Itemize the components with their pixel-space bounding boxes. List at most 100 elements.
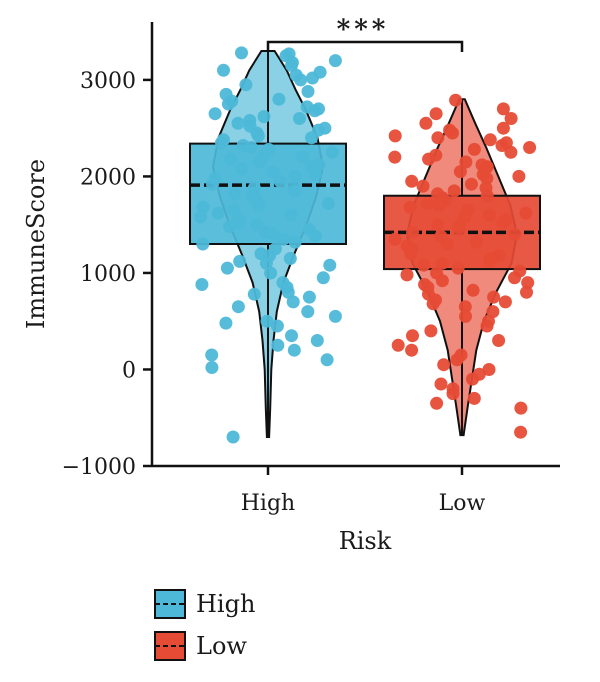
point-low xyxy=(452,223,466,236)
point-high xyxy=(323,258,337,272)
point-high xyxy=(288,184,302,198)
point-high xyxy=(235,162,249,176)
point-low xyxy=(416,179,430,193)
point-high xyxy=(310,334,324,347)
point-low xyxy=(521,276,535,290)
point-high xyxy=(211,206,225,220)
points-layer xyxy=(194,46,537,444)
point-low xyxy=(482,363,496,376)
point-low xyxy=(467,391,481,405)
point-low xyxy=(483,254,497,268)
point-low xyxy=(459,155,473,169)
point-low xyxy=(504,112,518,125)
point-high xyxy=(221,97,235,111)
point-high xyxy=(259,256,273,270)
legend-item-high: High xyxy=(154,589,255,619)
point-low xyxy=(420,197,434,210)
point-high xyxy=(266,227,280,241)
point-high xyxy=(285,329,298,343)
point-low xyxy=(406,225,419,239)
point-low xyxy=(426,297,440,311)
point-high xyxy=(288,235,302,249)
point-high xyxy=(235,46,248,60)
point-high xyxy=(308,229,322,243)
point-low xyxy=(429,107,443,121)
point-low xyxy=(496,102,510,116)
axes-layer: −1000 0 1000 2000 3000 High Low Risk ImmuneScore xyxy=(22,22,560,555)
point-high xyxy=(306,71,319,85)
point-high xyxy=(288,169,302,183)
point-high xyxy=(208,107,222,121)
point-low xyxy=(404,247,418,261)
x-tick-label-low: Low xyxy=(439,491,486,516)
legend-label-high: High xyxy=(196,590,255,618)
point-high xyxy=(260,314,274,328)
point-low xyxy=(466,372,479,386)
point-high xyxy=(205,361,219,374)
point-low xyxy=(419,116,433,130)
point-low xyxy=(446,387,460,401)
point-low xyxy=(492,334,506,347)
x-tick-label-high: High xyxy=(241,491,295,516)
point-high xyxy=(301,305,315,319)
point-high xyxy=(284,208,298,222)
point-high xyxy=(308,104,322,118)
point-low xyxy=(519,206,533,220)
point-low xyxy=(480,319,494,333)
point-low xyxy=(496,121,510,135)
point-high xyxy=(257,110,271,124)
point-low xyxy=(405,343,419,357)
point-high xyxy=(252,155,266,169)
y-tick-label: 0 xyxy=(122,358,136,383)
point-low xyxy=(449,93,463,107)
point-low xyxy=(480,189,494,203)
point-low xyxy=(437,358,451,372)
point-high xyxy=(224,152,238,166)
point-low xyxy=(432,198,446,212)
point-low xyxy=(467,142,481,156)
point-low xyxy=(458,210,471,224)
point-low xyxy=(431,218,444,232)
point-low xyxy=(504,145,518,159)
point-high xyxy=(273,174,287,188)
point-low xyxy=(453,165,467,179)
point-high xyxy=(219,316,233,330)
point-high xyxy=(247,287,261,301)
point-high xyxy=(276,232,290,246)
point-high xyxy=(271,338,285,352)
point-low xyxy=(483,133,497,147)
point-low xyxy=(514,425,528,439)
point-low xyxy=(417,258,431,272)
point-high xyxy=(296,150,309,164)
point-high xyxy=(227,203,241,217)
point-high xyxy=(281,285,295,299)
point-low xyxy=(451,261,465,275)
point-high xyxy=(223,220,237,234)
y-tick-label: −1000 xyxy=(62,455,136,480)
point-low xyxy=(422,152,436,166)
point-high xyxy=(293,112,306,125)
point-high xyxy=(231,116,245,130)
point-high xyxy=(270,319,284,333)
point-low xyxy=(523,141,537,154)
point-low xyxy=(431,131,445,145)
point-high xyxy=(250,218,264,232)
point-low xyxy=(498,295,512,309)
point-low xyxy=(480,171,494,185)
point-high xyxy=(205,348,219,362)
point-high xyxy=(215,136,228,150)
point-high xyxy=(231,300,245,314)
point-high xyxy=(283,252,297,265)
point-low xyxy=(406,329,419,343)
point-low xyxy=(520,285,533,299)
point-high xyxy=(217,63,230,77)
point-high xyxy=(252,198,266,212)
point-high xyxy=(328,54,342,68)
point-low xyxy=(496,216,510,230)
significance-layer: *** xyxy=(266,15,464,52)
point-low xyxy=(388,232,402,246)
point-low xyxy=(424,324,438,338)
point-high xyxy=(239,78,253,92)
point-low xyxy=(430,396,444,410)
